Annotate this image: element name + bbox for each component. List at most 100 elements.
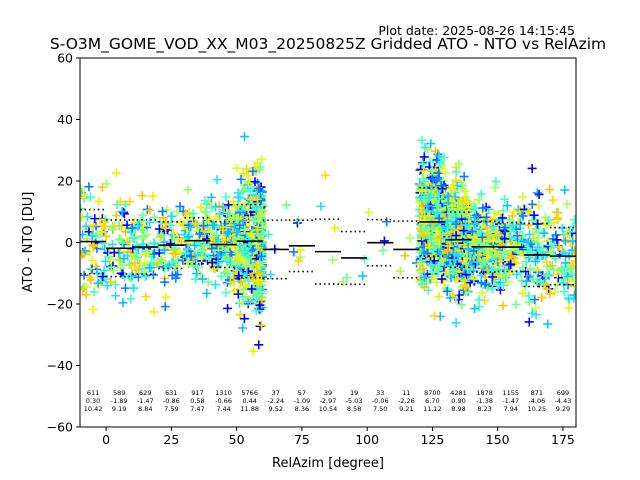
data-point-marker [463, 244, 473, 254]
data-point-marker [483, 244, 493, 254]
data-point-marker [451, 175, 461, 185]
data-point-marker [149, 307, 159, 317]
x-tick-label: 25 [163, 432, 179, 447]
data-point-marker [560, 185, 570, 195]
data-point-marker [431, 146, 441, 156]
data-point-marker [243, 297, 253, 307]
data-point-marker [244, 178, 254, 188]
scatter-bin-group [206, 175, 242, 313]
data-point-marker [527, 163, 537, 173]
data-point-marker [426, 139, 436, 149]
data-point-marker [257, 320, 267, 330]
data-point-marker [149, 249, 159, 259]
data-point-marker [420, 272, 430, 282]
data-point-marker [469, 266, 479, 276]
data-point-marker [195, 229, 205, 239]
chart-title: S-O3M_GOME_VOD_XX_M03_20250825Z Gridded … [50, 35, 606, 54]
data-point-marker [511, 300, 521, 310]
data-point-marker [200, 196, 210, 206]
data-point-marker [521, 266, 531, 276]
data-point-marker [461, 270, 471, 280]
bin-std-label: 7.44 [216, 405, 230, 413]
data-point-marker [518, 211, 528, 221]
data-point-marker [148, 191, 158, 201]
x-tick-label: 175 [551, 432, 575, 447]
data-point-marker [541, 280, 551, 290]
data-point-marker [243, 171, 253, 181]
data-point-marker [167, 271, 177, 281]
data-point-marker [328, 255, 338, 265]
data-point-marker [478, 203, 488, 213]
data-point-marker [539, 228, 549, 238]
bin-labels: 6110.3010.42589-1.899.19629-1.478.84631-… [84, 389, 572, 413]
data-point-marker [426, 260, 436, 270]
bin-mean-label: -1.47 [137, 397, 154, 405]
data-point-marker [419, 219, 429, 229]
data-point-marker [451, 318, 461, 328]
data-point-marker [145, 205, 155, 215]
data-point-marker [506, 251, 516, 261]
data-point-marker [256, 212, 266, 222]
data-point-marker [102, 179, 112, 189]
data-point-marker [240, 225, 250, 235]
data-point-marker [443, 216, 453, 226]
data-point-marker [218, 225, 228, 235]
data-point-marker [553, 241, 563, 251]
x-tick-label: 50 [229, 432, 245, 447]
data-point-marker [451, 231, 461, 241]
data-point-marker [443, 246, 453, 256]
data-point-marker [212, 175, 222, 185]
data-point-marker [448, 290, 458, 300]
bin-count-label: 39 [324, 389, 332, 397]
data-point-marker [487, 284, 497, 294]
data-point-marker [117, 207, 127, 217]
data-point-marker [423, 248, 433, 258]
data-point-marker [442, 286, 452, 296]
y-axis-label: ATO - NTO [DU] [21, 192, 36, 293]
data-point-marker [451, 167, 461, 177]
data-point-marker [535, 276, 545, 286]
bin-mean-label: -1.89 [111, 397, 128, 405]
data-point-marker [202, 234, 212, 244]
data-point-marker [224, 209, 234, 219]
data-point-marker [207, 258, 217, 268]
data-point-marker [289, 247, 299, 257]
data-point-marker [444, 241, 454, 251]
data-point-marker [100, 221, 110, 231]
data-point-marker [451, 219, 461, 229]
data-point-marker [188, 209, 198, 219]
data-point-marker [293, 256, 303, 266]
data-point-marker [171, 262, 181, 272]
data-point-marker [252, 203, 262, 213]
data-point-marker [239, 285, 249, 295]
data-point-marker [256, 287, 266, 297]
data-point-marker [87, 255, 97, 265]
data-point-marker [537, 292, 547, 302]
data-point-marker [257, 223, 267, 233]
data-point-marker [552, 269, 562, 279]
data-point-marker [241, 257, 251, 267]
data-point-marker [166, 239, 176, 249]
data-point-marker [88, 305, 98, 315]
bin-mean-label: -1.38 [476, 397, 493, 405]
data-point-marker [515, 267, 525, 277]
data-point-marker [130, 254, 140, 264]
data-point-marker [111, 291, 121, 301]
bin-std-label: 10.42 [84, 405, 103, 413]
data-point-marker [427, 174, 437, 184]
data-point-marker [455, 199, 465, 209]
bin-mean-label: -1.47 [502, 397, 519, 405]
data-point-marker [110, 280, 120, 290]
data-point-marker [457, 208, 467, 218]
data-point-marker [511, 258, 521, 268]
data-point-marker [461, 220, 471, 230]
data-point-marker [429, 218, 439, 228]
data-point-marker [379, 236, 389, 246]
data-point-marker [222, 269, 232, 279]
data-point-marker [180, 248, 190, 258]
data-point-marker [252, 260, 262, 270]
bin-count-label: 8700 [424, 389, 441, 397]
data-point-marker [440, 168, 450, 178]
data-point-marker [500, 234, 510, 244]
